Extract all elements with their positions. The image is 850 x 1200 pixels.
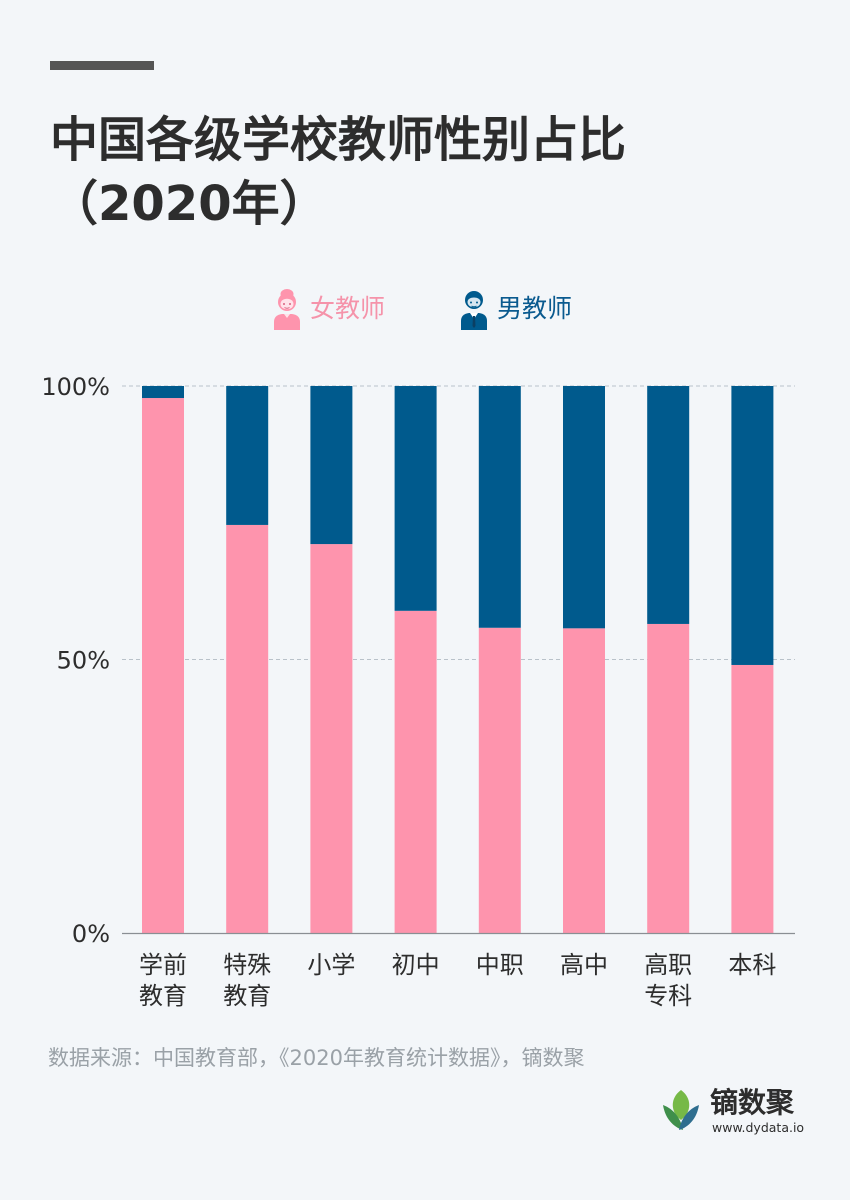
brand-name: 镝数聚 <box>710 1086 795 1119</box>
brand-block: 镝数聚 www.dydata.io <box>660 1083 810 1139</box>
bar-segment-male <box>226 386 269 525</box>
grid-layer <box>122 385 795 660</box>
chart-title: 中国各级学校教师性别占比 （2020年） <box>50 108 810 236</box>
chart-title-line-2: （2020年） <box>50 176 328 232</box>
data-source-note: 数据来源：中国教育部，《2020年教育统计数据》，镝数聚 <box>48 1046 585 1070</box>
bar-segment-female <box>647 623 690 933</box>
bar-segment-male <box>478 386 521 628</box>
bar-segment-male <box>731 386 774 665</box>
leaf-logo-icon <box>663 1090 699 1130</box>
x-tick-label: 初中 <box>392 951 440 979</box>
bar-segment-female <box>310 544 353 933</box>
bar-segment-male <box>394 386 437 611</box>
bar-layer <box>142 386 774 933</box>
male-teacher-icon <box>461 291 487 330</box>
brand-url: www.dydata.io <box>712 1120 805 1135</box>
x-tick-label: 高中 <box>560 951 608 979</box>
x-tick-label: 学前 <box>139 951 187 979</box>
bar-segment-female <box>394 610 437 933</box>
x-tick-label: 高职 <box>644 951 692 979</box>
x-tick-label: 特殊 <box>223 951 271 979</box>
x-tick-label: 专科 <box>644 982 692 1010</box>
legend-label-male: 男教师 <box>497 294 573 323</box>
legend-label-female: 女教师 <box>310 294 386 323</box>
bar-segment-male <box>310 386 353 545</box>
x-tick-label: 中职 <box>476 951 524 979</box>
bar-segment-male <box>647 386 690 624</box>
bar-segment-male <box>563 386 605 629</box>
x-tick-label: 教育 <box>223 982 271 1010</box>
bar-segment-male <box>142 386 184 399</box>
bar-segment-female <box>478 627 521 933</box>
chart-title-line-1: 中国各级学校教师性别占比 <box>50 112 627 168</box>
bar-segment-female <box>226 524 269 933</box>
bar-segment-female <box>731 664 774 933</box>
y-tick-label: 100% <box>41 373 110 401</box>
x-tick-label: 小学 <box>307 951 355 979</box>
bar-segment-female <box>142 398 184 933</box>
title-accent-bar <box>50 61 154 70</box>
y-tick-label: 0% <box>72 920 110 948</box>
female-teacher-icon <box>274 289 300 330</box>
legend-item-female: 女教师 <box>272 286 385 332</box>
bar-segment-female <box>563 628 605 933</box>
legend-item-male: 男教师 <box>459 286 572 332</box>
y-tick-label: 50% <box>57 647 110 675</box>
x-tick-label: 本科 <box>728 951 776 979</box>
x-tick-label: 教育 <box>139 982 187 1010</box>
